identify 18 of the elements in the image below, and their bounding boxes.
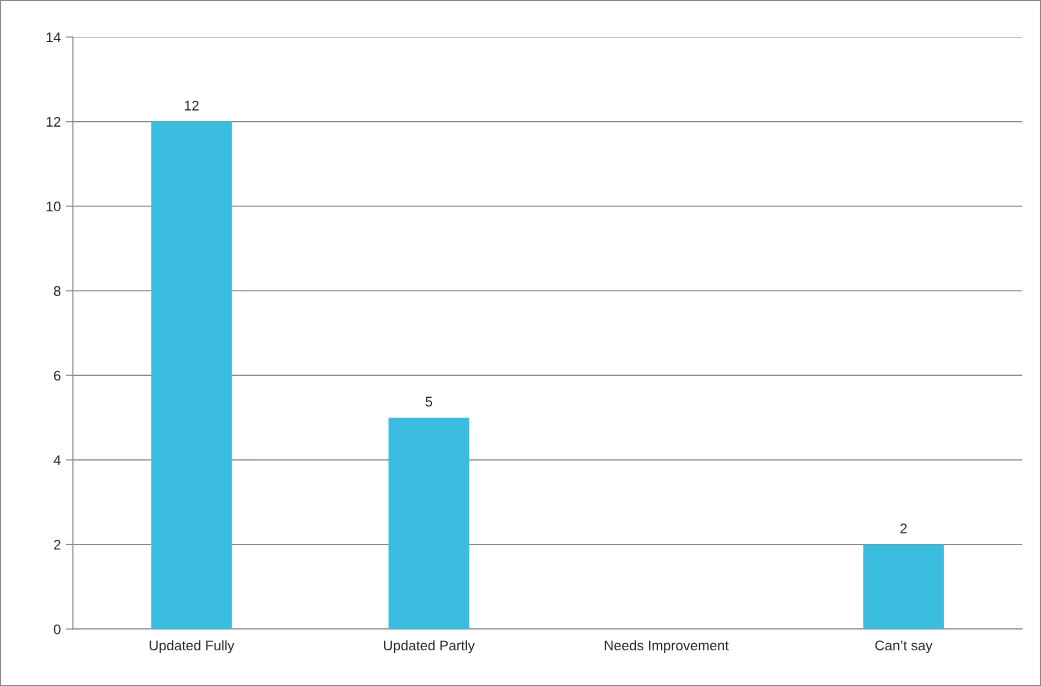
bar — [388, 417, 470, 630]
bar — [151, 121, 232, 630]
y-tick-label: 12 — [46, 116, 61, 127]
y-tick-label: 14 — [46, 32, 61, 43]
data-label: 2 — [900, 523, 907, 534]
x-tick-label: Needs Improvement — [604, 640, 729, 654]
y-tick-label: 10 — [46, 201, 61, 212]
bar — [863, 544, 944, 630]
data-label: 12 — [184, 100, 199, 111]
x-tick-label: Can’t say — [875, 640, 933, 654]
y-tick-label: 8 — [53, 286, 61, 296]
x-tick-label: Updated Partly — [384, 640, 475, 654]
y-tick-label: 2 — [54, 539, 61, 550]
y-tick-label: 4 — [53, 455, 61, 465]
y-tick-label: 6 — [54, 370, 61, 381]
x-tick-label: Updated Fully — [149, 640, 235, 654]
data-label: 5 — [425, 396, 433, 407]
y-tick-label: 0 — [53, 624, 61, 635]
